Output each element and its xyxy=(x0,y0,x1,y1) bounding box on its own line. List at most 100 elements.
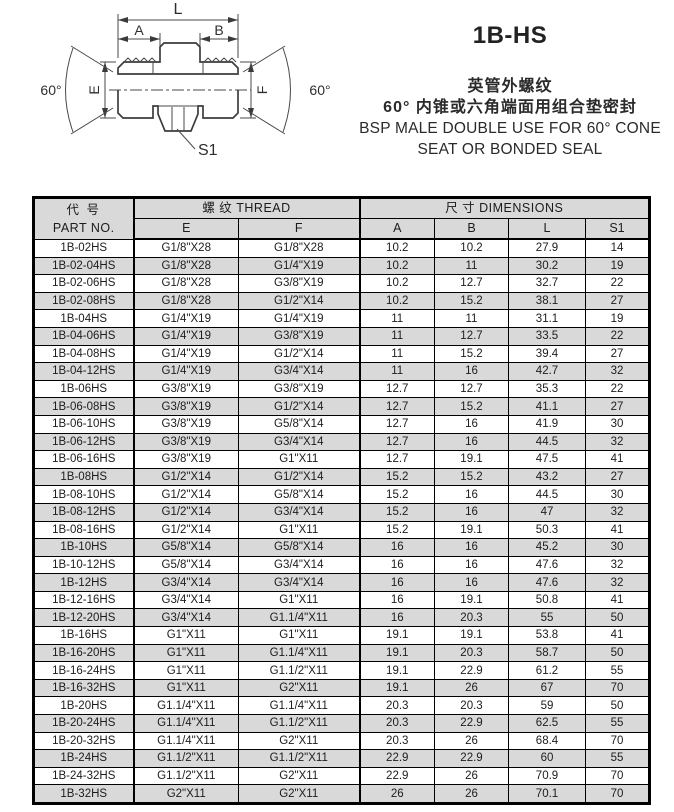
dim-a-cell: 22.9 xyxy=(359,749,435,768)
dim-b-cell: 11 xyxy=(434,256,509,276)
table-row: 1B-16-32HS G1"X11 G2"X11 19.1 26 67 70 xyxy=(33,678,650,698)
column-group-thread: 螺 纹 THREAD xyxy=(133,197,361,219)
title-block: 1B-HS 英管外螺纹 60° 内锥或六角端面用组合垫密封 BSP MALE D… xyxy=(352,22,668,160)
dim-l-cell: 45.2 xyxy=(508,538,586,557)
column-header-part-no: 代 号 PART NO. xyxy=(33,197,135,240)
dim-l-cell: 32.7 xyxy=(508,274,586,293)
dim-s1-cell: 32 xyxy=(585,432,650,452)
dim-s1-cell: 32 xyxy=(585,502,650,522)
dim-s1-cell: 27 xyxy=(585,291,650,311)
part-no-cell: 1B-10-12HS xyxy=(33,555,135,575)
dim-l-cell: 33.5 xyxy=(508,326,586,346)
dim-a-cell: 12.7 xyxy=(359,379,435,399)
part-no-cell: 1B-20-32HS xyxy=(33,731,135,751)
thread-e-cell: G1/4"X19 xyxy=(133,362,239,381)
fitting-section-drawing: L A B E F 60° 60° S1 xyxy=(40,1,330,159)
part-no-cell: 1B-08-16HS xyxy=(33,520,135,540)
part-no-cell: 1B-06-12HS xyxy=(33,432,135,452)
thread-f-cell: G3/8"X19 xyxy=(238,326,361,346)
dim-a-cell: 11 xyxy=(359,344,435,364)
dim-b-cell: 20.3 xyxy=(434,696,509,716)
dim-s1-cell: 41 xyxy=(585,520,650,540)
dim-s1-cell: 32 xyxy=(585,362,650,381)
dim-s1-cell: 22 xyxy=(585,326,650,346)
thread-f-cell: G1/4"X19 xyxy=(238,256,361,276)
thread-f-cell: G3/4"X14 xyxy=(238,362,361,381)
thread-f-cell: G2"X11 xyxy=(238,731,361,751)
table-row: 1B-06-12HS G3/8"X19 G3/4"X14 12.7 16 44.5 32 xyxy=(33,432,650,452)
thread-f-cell: G5/8"X14 xyxy=(238,485,361,504)
dim-l-cell: 42.7 xyxy=(508,362,586,381)
column-header-l: L xyxy=(508,218,586,240)
dim-s1-cell: 22 xyxy=(585,379,650,399)
part-no-cell: 1B-04HS xyxy=(33,309,135,328)
thread-f-cell: G3/4"X14 xyxy=(238,573,361,592)
thread-e-cell: G3/4"X14 xyxy=(133,608,239,628)
part-no-cell: 1B-02-08HS xyxy=(33,291,135,311)
table-header: 代 号 PART NO. 螺 纹 THREAD 尺 寸 DIMENSIONS E… xyxy=(33,197,650,240)
thread-f-cell: G1/2"X14 xyxy=(238,467,361,487)
dim-s1-cell: 41 xyxy=(585,590,650,610)
cone-arc-right xyxy=(282,47,291,133)
dim-b-cell: 15.2 xyxy=(434,291,509,311)
dim-a-cell: 19.1 xyxy=(359,626,435,645)
part-no-cell: 1B-02-06HS xyxy=(33,274,135,293)
part-no-cell: 1B-08-10HS xyxy=(33,485,135,504)
thread-f-cell: G1/2"X14 xyxy=(238,397,361,416)
dim-b-cell: 16 xyxy=(434,573,509,592)
table-row: 1B-06-08HS G3/8"X19 G1/2"X14 12.7 15.2 41.1 27 xyxy=(33,397,650,416)
dim-a-cell: 26 xyxy=(359,784,435,804)
table-row: 1B-08HS G1/2"X14 G1/2"X14 15.2 15.2 43.2 27 xyxy=(33,467,650,487)
dim-b-cell: 12.7 xyxy=(434,274,509,293)
thread-e-cell: G5/8"X14 xyxy=(133,538,239,557)
dim-b-cell: 26 xyxy=(434,731,509,751)
thread-f-cell: G3/4"X14 xyxy=(238,432,361,452)
dim-s1-cell: 55 xyxy=(585,714,650,733)
column-header-e: E xyxy=(133,218,239,240)
dim-a-cell: 15.2 xyxy=(359,502,435,522)
dim-b-cell: 15.2 xyxy=(434,344,509,364)
thread-e-cell: G1/8"X28 xyxy=(133,291,239,311)
part-no-cell: 1B-24-32HS xyxy=(33,766,135,786)
dim-l-cell: 43.2 xyxy=(508,467,586,487)
part-no-cell: 1B-16-20HS xyxy=(33,643,135,663)
part-no-cell: 1B-16-24HS xyxy=(33,661,135,680)
part-no-cell: 1B-08-12HS xyxy=(33,502,135,522)
thread-e-cell: G3/8"X19 xyxy=(133,414,239,434)
dim-s1-cell: 30 xyxy=(585,538,650,557)
dim-b-cell: 12.7 xyxy=(434,326,509,346)
column-header-a: A xyxy=(359,218,435,240)
thread-f-cell: G1/2"X14 xyxy=(238,291,361,311)
part-no-cell: 1B-06-08HS xyxy=(33,397,135,416)
thread-e-cell: G1/2"X14 xyxy=(133,520,239,540)
table-row: 1B-20HS G1.1/4"X11 G1.1/4"X11 20.3 20.3 59 50 xyxy=(33,696,650,716)
table-row: 1B-10-12HS G5/8"X14 G3/4"X14 16 16 47.6 32 xyxy=(33,555,650,575)
part-no-cell: 1B-08HS xyxy=(33,467,135,487)
technical-drawing: L A B E F 60° 60° S1 xyxy=(25,0,355,178)
thread-e-cell: G1/2"X14 xyxy=(133,485,239,504)
part-no-cell: 1B-16HS xyxy=(33,626,135,645)
dim-b-cell: 15.2 xyxy=(434,467,509,487)
dimensions-table: 代 号 PART NO. 螺 纹 THREAD 尺 寸 DIMENSIONS E… xyxy=(32,196,651,805)
thread-e-cell: G1/4"X19 xyxy=(133,326,239,346)
thread-f-cell: G3/4"X14 xyxy=(238,502,361,522)
dim-a-cell: 12.7 xyxy=(359,397,435,416)
column-header-s1: S1 xyxy=(585,218,650,240)
dim-s1-cell: 30 xyxy=(585,485,650,504)
thread-f-cell: G5/8"X14 xyxy=(238,414,361,434)
dim-a-cell: 15.2 xyxy=(359,520,435,540)
table-row: 1B-04-06HS G1/4"X19 G3/8"X19 11 12.7 33.5 22 xyxy=(33,326,650,346)
dim-l-cell: 67 xyxy=(508,678,586,698)
dim-a-cell: 11 xyxy=(359,309,435,328)
dim-label-a: A xyxy=(134,22,144,38)
dim-a-cell: 16 xyxy=(359,590,435,610)
dim-b-cell: 16 xyxy=(434,432,509,452)
thread-f-cell: G5/8"X14 xyxy=(238,538,361,557)
thread-e-cell: G3/8"X19 xyxy=(133,379,239,399)
dim-b-cell: 26 xyxy=(434,766,509,786)
header-group-row: 代 号 PART NO. 螺 纹 THREAD 尺 寸 DIMENSIONS xyxy=(33,197,650,240)
part-no-cell: 1B-06HS xyxy=(33,379,135,399)
table-row: 1B-02-04HS G1/8"X28 G1/4"X19 10.2 11 30.2 19 xyxy=(33,256,650,276)
thread-e-cell: G3/8"X19 xyxy=(133,397,239,416)
angle-label-left: 60° xyxy=(40,82,61,98)
